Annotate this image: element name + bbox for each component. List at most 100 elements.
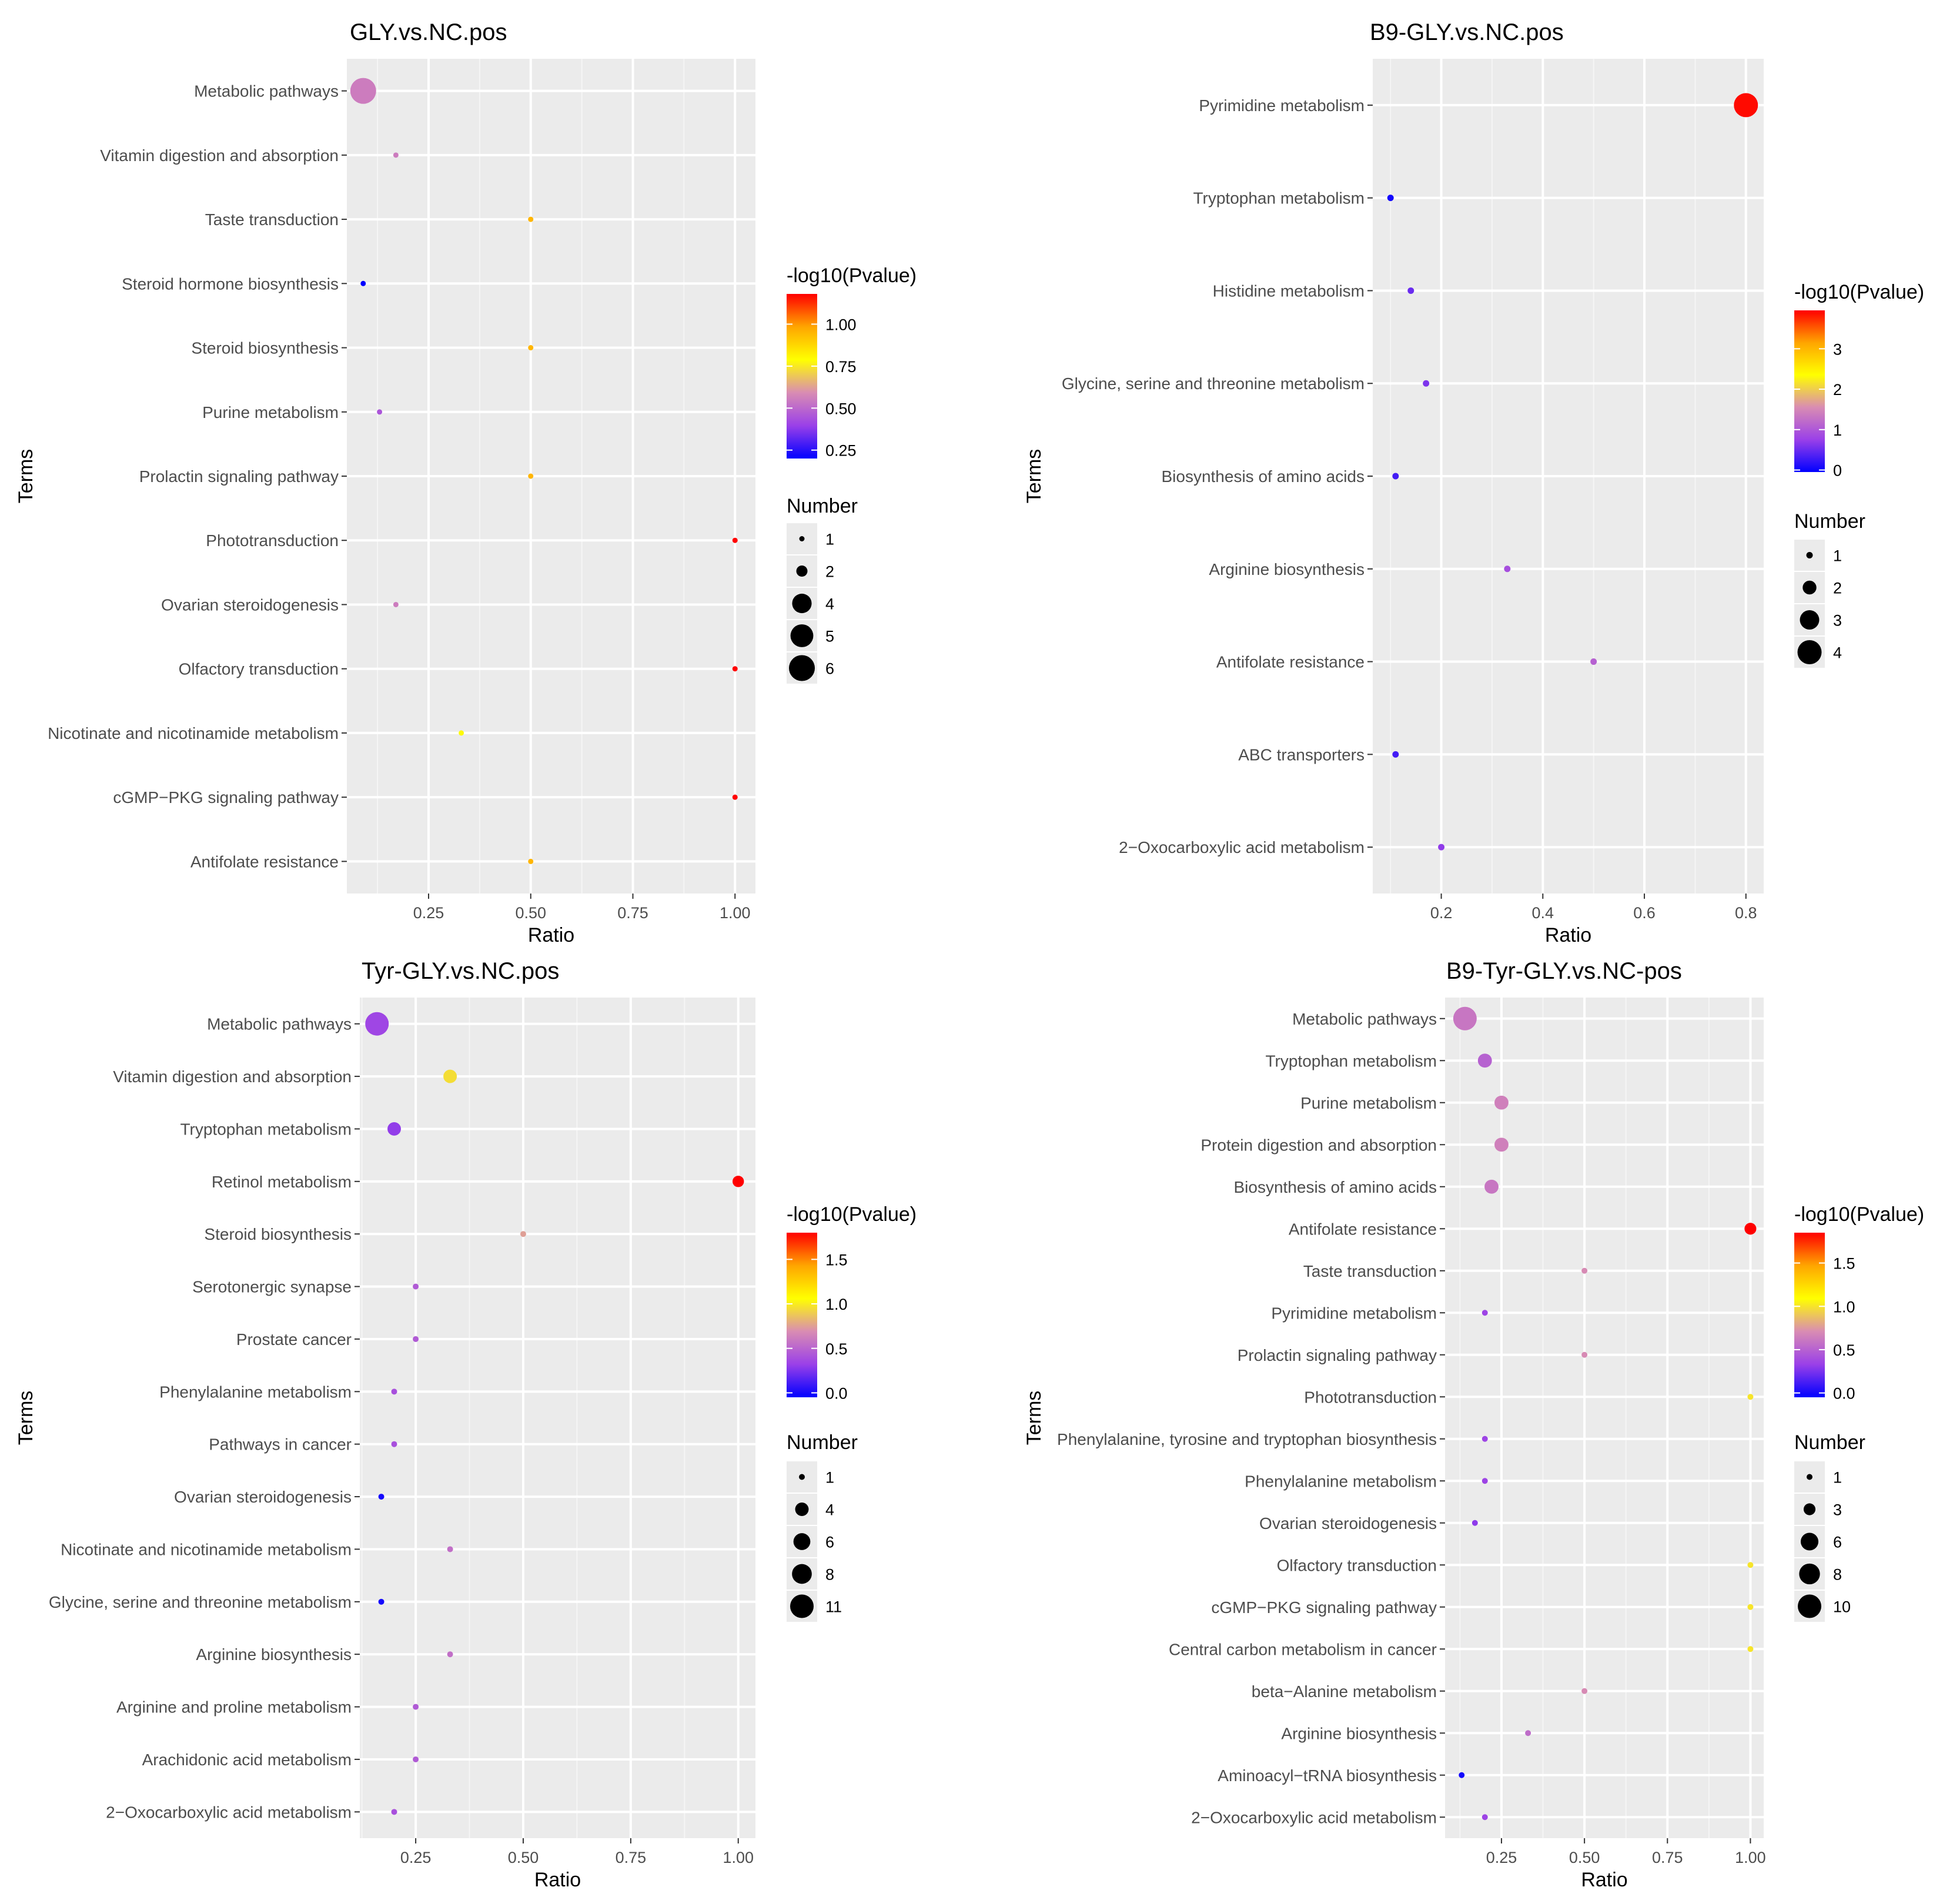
term-label: cGMP−PKG signaling pathway — [113, 788, 339, 807]
term-label: Phenylalanine, tyrosine and tryptophan b… — [1057, 1430, 1437, 1448]
size-legend-label: 3 — [1833, 1501, 1842, 1519]
term-label: Phenylalanine metabolism — [159, 1383, 352, 1401]
size-key-point — [1803, 1503, 1816, 1515]
x-axis-title: Ratio — [534, 1869, 581, 1891]
chart-panel-1: 0.25 0.50 0.75 1.00 Metabolic pathways Vitami… — [15, 19, 917, 946]
size-key-point — [1799, 1563, 1820, 1585]
term-label: Metabolic pathways — [207, 1015, 352, 1033]
data-point — [1747, 1394, 1754, 1400]
data-point — [1482, 1435, 1488, 1442]
data-point — [732, 537, 738, 543]
term-label: Olfactory transduction — [1277, 1556, 1437, 1574]
color-legend-label: 0 — [1833, 462, 1842, 480]
data-point — [413, 1283, 419, 1290]
term-label: Prostate cancer — [236, 1330, 352, 1348]
data-point — [1459, 1772, 1465, 1778]
data-point — [1525, 1730, 1531, 1736]
x-tick-label: 0.75 — [1652, 1849, 1683, 1866]
data-point — [1504, 565, 1511, 573]
plot-background — [1445, 998, 1764, 1838]
color-bar — [1794, 310, 1825, 472]
size-legend-label: 8 — [1833, 1566, 1842, 1584]
color-legend-label: 3 — [1833, 340, 1842, 358]
y-axis-title: Terms — [1023, 1391, 1045, 1445]
size-legend-title: Number — [787, 495, 858, 517]
color-legend-title: -log10(Pvalue) — [787, 1203, 917, 1226]
y-axis-title: Terms — [15, 449, 37, 504]
size-legend: Number 1 4 6 8 11 — [787, 1431, 858, 1622]
term-label: Arginine biosynthesis — [196, 1645, 352, 1664]
plot-background — [360, 998, 755, 1838]
term-label: Glycine, serine and threonine metabolism — [1062, 374, 1365, 393]
term-label: Central carbon metabolism in cancer — [1169, 1640, 1437, 1658]
term-label: Histidine metabolism — [1213, 282, 1365, 300]
size-legend-label: 10 — [1833, 1598, 1851, 1616]
size-key-point — [1797, 640, 1822, 664]
color-bar — [1794, 1233, 1825, 1397]
size-legend: Number 1 2 3 4 — [1794, 510, 1865, 668]
data-point — [1453, 1006, 1477, 1030]
term-label: Ovarian steroidogenesis — [161, 595, 339, 614]
color-legend-label: 1 — [1833, 421, 1842, 439]
term-label: Prolactin signaling pathway — [139, 467, 339, 486]
data-point — [1392, 751, 1399, 758]
size-key-point — [1800, 610, 1820, 630]
term-label: Tryptophan metabolism — [180, 1120, 352, 1138]
size-key-point — [796, 565, 808, 577]
color-legend: -log10(Pvalue) 1.5 1.0 0.5 0.0 — [787, 1203, 917, 1402]
color-legend: -log10(Pvalue) 1.00 0.75 0.50 0.25 — [787, 265, 917, 460]
x-tick-label: 0.6 — [1633, 904, 1656, 922]
x-tick-label: 0.75 — [617, 904, 648, 922]
data-point — [447, 1651, 453, 1658]
term-label: Retinol metabolism — [212, 1173, 352, 1191]
x-tick-label: 0.25 — [400, 1849, 432, 1866]
x-axis-title: Ratio — [528, 924, 574, 946]
term-label: 2−Oxocarboxylic acid metabolism — [1119, 838, 1365, 856]
term-label: Phototransduction — [1304, 1388, 1437, 1406]
data-point — [413, 1336, 419, 1342]
data-point — [732, 794, 738, 800]
size-legend-label: 1 — [1833, 1469, 1842, 1487]
size-key-point — [1806, 552, 1813, 558]
data-point — [1734, 93, 1758, 118]
size-key-point — [799, 536, 805, 541]
term-label: Antifolate resistance — [1216, 653, 1365, 671]
color-legend-label: 0.25 — [825, 442, 857, 460]
color-legend: -log10(Pvalue) 1.5 1.0 0.5 0.0 — [1794, 1203, 1924, 1403]
term-label: Arginine biosynthesis — [1281, 1724, 1437, 1742]
data-point — [1477, 1053, 1492, 1068]
data-point — [1387, 195, 1394, 202]
term-label: Prolactin signaling pathway — [1238, 1346, 1437, 1364]
chart-title: Tyr-GLY.vs.NC.pos — [362, 958, 559, 984]
size-legend-label: 1 — [1833, 547, 1842, 565]
color-legend-title: -log10(Pvalue) — [787, 265, 917, 287]
size-key-point — [793, 1533, 811, 1550]
x-tick-label: 0.50 — [515, 904, 546, 922]
term-label: Biosynthesis of amino acids — [1233, 1178, 1437, 1196]
size-legend-label: 6 — [825, 660, 834, 678]
term-label: Nicotinate and nicotinamide metabolism — [48, 724, 339, 742]
size-key-point — [1802, 580, 1817, 595]
data-point — [1581, 1267, 1588, 1274]
data-point — [378, 1494, 384, 1500]
size-key-point — [792, 593, 812, 614]
term-label: Aminoacyl−tRNA biosynthesis — [1218, 1766, 1437, 1785]
term-label: Phenylalanine metabolism — [1245, 1472, 1437, 1490]
data-point — [528, 345, 534, 351]
size-legend-label: 4 — [1833, 644, 1842, 662]
color-bar — [787, 294, 817, 459]
term-label: Purine metabolism — [1300, 1094, 1437, 1112]
data-point — [391, 1809, 397, 1815]
chart-panel-4: 0.25 0.50 0.75 1.00 Metabolic pathways Trypto… — [1023, 958, 1924, 1891]
term-label: 2−Oxocarboxylic acid metabolism — [1191, 1808, 1437, 1826]
color-legend-label: 0.5 — [825, 1340, 848, 1358]
size-legend-label: 8 — [825, 1566, 834, 1584]
x-tick-label: 0.75 — [616, 1849, 647, 1866]
data-point — [1482, 1310, 1488, 1316]
data-point — [393, 601, 399, 607]
size-legend: Number 1 2 4 5 6 — [787, 495, 858, 684]
term-label: Arginine and proline metabolism — [116, 1698, 352, 1716]
data-point — [1438, 844, 1445, 851]
x-tick-label: 0.50 — [508, 1849, 539, 1866]
chart-panel-2: 0.2 0.4 0.6 0.8 Pyrimidine metabolism Tryptop… — [1023, 19, 1924, 946]
